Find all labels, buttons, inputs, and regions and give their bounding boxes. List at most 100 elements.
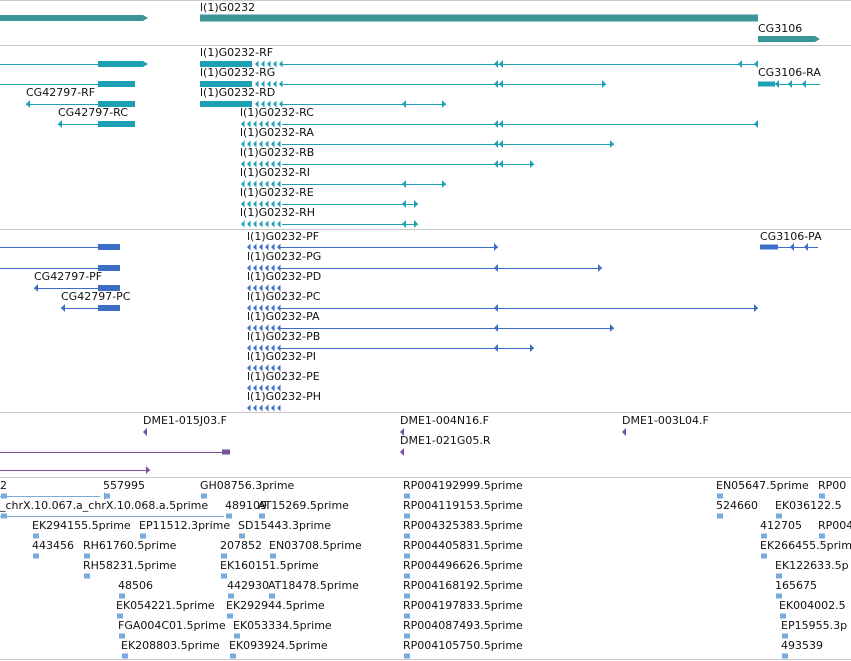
protein-exon[interactable] <box>253 243 257 251</box>
protein-exon[interactable] <box>277 264 281 272</box>
est-feature[interactable] <box>780 613 786 619</box>
est-feature[interactable] <box>776 513 782 519</box>
est-feature[interactable] <box>140 533 146 539</box>
est-label[interactable]: EP11512.3prime <box>139 519 231 532</box>
est-label[interactable]: EK292944.5prime <box>226 599 325 612</box>
clone-label[interactable]: DME1-021G05.R <box>400 434 491 447</box>
transcript-exon[interactable] <box>255 60 259 68</box>
protein-exon[interactable] <box>271 304 275 312</box>
protein-exon[interactable] <box>265 284 269 292</box>
transcript-label[interactable]: l(1)G0232-RE <box>240 186 314 199</box>
transcript-exon[interactable] <box>271 180 275 188</box>
protein-exon[interactable] <box>98 285 120 291</box>
protein-exon[interactable] <box>98 244 120 250</box>
est-label[interactable]: RP004197833.5prime <box>403 599 523 612</box>
transcript-exon[interactable] <box>253 160 257 168</box>
protein-exon[interactable] <box>259 304 263 312</box>
est-label[interactable]: AT18478.5prime <box>268 579 359 592</box>
transcript-exon[interactable] <box>277 200 281 208</box>
est-label[interactable]: EN03708.5prime <box>269 539 362 552</box>
protein-exon[interactable] <box>253 404 257 412</box>
est-label[interactable]: EP15955.3p <box>781 619 848 632</box>
transcript-exon[interactable] <box>494 80 498 88</box>
est-feature[interactable] <box>122 653 128 659</box>
protein-exon[interactable] <box>271 404 275 412</box>
est-label[interactable]: EK053334.5prime <box>233 619 332 632</box>
transcript-exon[interactable] <box>494 160 498 168</box>
est-label[interactable]: _chrX.10.067.a_chrX.10.068.a.5prime <box>0 499 209 512</box>
transcript-exon[interactable] <box>253 120 257 128</box>
transcript-exon[interactable] <box>494 140 498 148</box>
protein-label[interactable]: l(1)G0232-PA <box>247 310 320 323</box>
transcript-exon[interactable] <box>499 80 503 88</box>
transcript-exon[interactable] <box>200 61 252 67</box>
protein-exon[interactable] <box>253 384 257 392</box>
est-feature[interactable] <box>717 513 723 519</box>
est-feature[interactable] <box>404 513 410 519</box>
protein-exon[interactable] <box>247 304 251 312</box>
est-label[interactable]: 442930 <box>227 579 269 592</box>
clone-feature[interactable] <box>143 428 147 436</box>
transcript-label[interactable]: l(1)G0232-RA <box>240 126 314 139</box>
protein-exon[interactable] <box>277 243 281 251</box>
est-label[interactable]: RP004105750.5prime <box>403 639 523 652</box>
est-label[interactable]: EK266455.5prime <box>760 539 851 552</box>
protein-exon[interactable] <box>34 284 38 292</box>
est-label[interactable]: 207852 <box>220 539 262 552</box>
est-feature[interactable] <box>782 633 788 639</box>
transcript-exon[interactable] <box>738 60 742 68</box>
transcript-exon[interactable] <box>255 80 259 88</box>
est-label[interactable]: AT15269.5prime <box>258 499 349 512</box>
transcript-exon[interactable] <box>261 100 265 108</box>
est-feature[interactable] <box>776 573 782 579</box>
transcript-exon[interactable] <box>98 101 135 107</box>
transcript-exon[interactable] <box>241 120 245 128</box>
transcript-exon[interactable] <box>277 220 281 228</box>
protein-exon[interactable] <box>530 344 534 352</box>
gene-label[interactable]: CG3106 <box>758 22 803 35</box>
est-label[interactable]: 2 <box>0 479 7 492</box>
est-label[interactable]: RP004405831.5prime <box>403 539 523 552</box>
transcript-exon[interactable] <box>610 140 614 148</box>
transcript-exon[interactable] <box>273 80 277 88</box>
transcript-exon[interactable] <box>402 180 406 188</box>
transcript-exon[interactable] <box>273 60 277 68</box>
protein-exon[interactable] <box>494 243 498 251</box>
protein-label[interactable]: l(1)G0232-PI <box>247 350 317 363</box>
protein-exon[interactable] <box>265 344 269 352</box>
protein-label[interactable]: l(1)G0232-PB <box>247 330 321 343</box>
est-feature[interactable] <box>234 633 240 639</box>
transcript-exon[interactable] <box>247 200 251 208</box>
clone-feature[interactable] <box>222 449 230 455</box>
transcript-label[interactable]: CG42797-RF <box>26 86 96 99</box>
protein-exon[interactable] <box>247 284 251 292</box>
est-feature[interactable] <box>117 613 123 619</box>
est-feature[interactable] <box>717 493 723 499</box>
protein-exon[interactable] <box>494 324 498 332</box>
protein-exon[interactable] <box>259 264 263 272</box>
transcript-exon[interactable] <box>271 200 275 208</box>
protein-exon[interactable] <box>253 324 257 332</box>
transcript-exon[interactable] <box>253 140 257 148</box>
transcript-label[interactable]: l(1)G0232-RG <box>200 66 276 79</box>
transcript-exon[interactable] <box>267 100 271 108</box>
est-feature[interactable] <box>404 493 410 499</box>
transcript-label[interactable]: CG3106-RA <box>758 66 821 79</box>
est-label[interactable]: RH61760.5prime <box>83 539 177 552</box>
protein-label[interactable]: CG42797-PF <box>34 270 103 283</box>
transcript-exon[interactable] <box>494 60 498 68</box>
protein-exon[interactable] <box>247 243 251 251</box>
est-label[interactable]: RP004 <box>818 519 851 532</box>
protein-exon[interactable] <box>253 344 257 352</box>
transcript-exon[interactable] <box>754 60 758 68</box>
est-label[interactable]: GH08756.3prime <box>200 479 295 492</box>
transcript-exon[interactable] <box>277 180 281 188</box>
transcript-exon[interactable] <box>271 220 275 228</box>
est-label[interactable]: RP004192999.5prime <box>403 479 523 492</box>
transcript-exon[interactable] <box>58 120 62 128</box>
protein-exon[interactable] <box>277 324 281 332</box>
protein-exon[interactable] <box>259 344 263 352</box>
transcript-exon[interactable] <box>402 200 406 208</box>
est-label[interactable]: EK054221.5prime <box>116 599 215 612</box>
protein-exon[interactable] <box>277 384 281 392</box>
